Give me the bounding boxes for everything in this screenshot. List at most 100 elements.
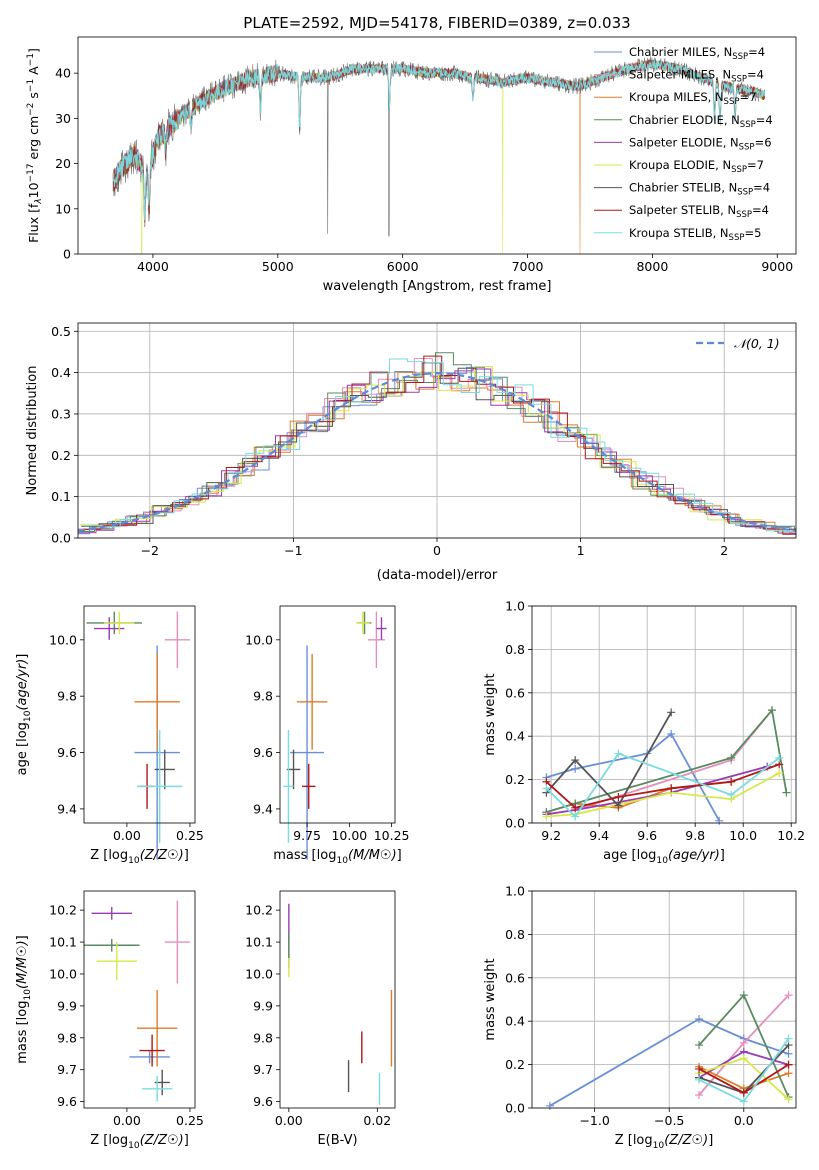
label-part: (M/M☉) — [15, 940, 30, 989]
legend-text: Salpeter MILES, N — [629, 68, 731, 82]
label-part: (M/M☉) — [348, 848, 397, 863]
label-part: age [log — [603, 848, 656, 863]
axes-spectrum: 4000 5000 6000 7000 8000 9000 0 10 20 30 40 wavelen… — [26, 36, 797, 294]
axes-mass-vs-EBV: 0.00 0.02 9.6 9.7 9.8 9.9 10.0 10.1 10.2 E(B-V) — [245, 890, 396, 1148]
y-tick-label: 10.0 — [245, 632, 273, 647]
spectrum-lines — [112, 56, 766, 254]
errorbar-point — [376, 617, 387, 640]
errorbar-point — [154, 749, 175, 790]
errorbar-point — [91, 906, 132, 920]
weight-marker — [784, 1049, 793, 1058]
label-part: ] — [15, 654, 30, 659]
y-tick-label: 0.4 — [505, 1014, 525, 1029]
errorbar-point — [356, 611, 370, 635]
weight-marker — [739, 1097, 748, 1106]
label-sub: 10 — [128, 856, 140, 866]
label-sub: 10 — [128, 1141, 140, 1151]
y-tick-label: 0.6 — [505, 970, 525, 985]
weight-marker — [775, 753, 784, 762]
weight-marker — [571, 803, 580, 812]
y-axis-label: Normed distribution — [25, 366, 40, 496]
x-tick-label: 10.2 — [777, 828, 805, 843]
x-tick-label: 5000 — [262, 259, 294, 274]
x-tick-label: −1.0 — [579, 1113, 609, 1128]
label-sup: −1 — [26, 79, 36, 92]
label-part: s — [26, 92, 41, 103]
errorbar-points — [288, 903, 393, 1105]
label-part: (Z/Z☉) — [140, 848, 184, 863]
legend-sub: SSP — [740, 120, 756, 130]
label-part: A — [26, 66, 41, 79]
x-axis-label: Z [log10(Z/Z☉)] — [90, 1133, 189, 1151]
x-tick-label: 0.25 — [176, 1113, 204, 1128]
y-tick-label: 0.6 — [505, 685, 525, 700]
x-axis-label: Z [log10(Z/Z☉)] — [615, 1133, 714, 1151]
legend-label: Salpeter ELODIE, NSSP=6 — [629, 135, 772, 152]
weight-marker — [571, 764, 580, 773]
y-tick-label: 9.6 — [253, 745, 273, 760]
x-tick-label: 4000 — [137, 259, 169, 274]
legend-text: Kroupa ELODIE, N — [629, 158, 731, 172]
x-tick-label: 0.0 — [734, 1113, 754, 1128]
y-axis-label: Flux [fλ10−17 erg cm−2 s−1 A−1] — [26, 48, 44, 243]
axes-weight-vs-Z: −1.0 −0.5 0.0 0.0 0.2 0.4 0.6 0.8 1.0 Z [log10(Z/… — [483, 884, 797, 1151]
axes-age-vs-Z: 0.00 0.259.49.69.810.0Z [log10(Z/Z☉)]age … — [15, 605, 204, 866]
y-tick-label: 9.8 — [57, 1030, 77, 1045]
x-tick-label: 9.2 — [541, 828, 561, 843]
weight-marker — [667, 784, 676, 793]
legend-text: Salpeter STELIB, N — [629, 203, 736, 217]
x-tick-label: −2 — [141, 543, 159, 558]
x-tick-label: 9.75 — [293, 828, 321, 843]
y-tick-label: 9.6 — [253, 1094, 273, 1109]
normal-reference-curve — [78, 371, 796, 532]
weight-marker — [727, 777, 736, 786]
errorbar-point — [139, 1034, 165, 1067]
y-tick-label: 30 — [55, 111, 71, 126]
weight-marker — [782, 788, 791, 797]
weight-line-4 — [546, 765, 768, 816]
y-tick-label: 0.0 — [505, 816, 525, 831]
x-tick-label: 7000 — [512, 259, 544, 274]
label-sub: 10 — [23, 710, 33, 722]
weight-marker — [571, 756, 580, 765]
histogram-series-3 — [78, 352, 796, 532]
errorbar-point — [104, 611, 135, 635]
y-tick-label: 0.4 — [51, 365, 71, 380]
legend-label: Chabrier STELIB, NSSP=4 — [629, 181, 770, 198]
y-tick-label: 0.1 — [51, 489, 71, 504]
x-axis-label: E(B-V) — [317, 1133, 357, 1148]
legend-text: Salpeter ELODIE, N — [629, 135, 739, 149]
weight-series — [545, 991, 793, 1110]
label-part: erg cm — [26, 116, 41, 164]
weight-marker — [667, 708, 676, 717]
label-part: ] — [708, 1133, 713, 1148]
x-tick-label: 9000 — [761, 259, 793, 274]
y-tick-label: 9.7 — [253, 1062, 273, 1077]
y-tick-label: 9.4 — [253, 801, 273, 816]
y-tick-label: 0.0 — [505, 1101, 525, 1116]
label-part: ] — [26, 48, 41, 53]
plot-frame — [279, 890, 396, 1109]
errorbar-point — [136, 989, 178, 1067]
y-tick-label: 0 — [63, 247, 71, 262]
x-tick-label: 6000 — [387, 259, 419, 274]
errorbar-point — [283, 730, 294, 843]
label-sub: 10 — [23, 989, 33, 1001]
weight-marker — [739, 991, 748, 1000]
legend-text: Kroupa MILES, N — [629, 90, 724, 104]
legend-sub: SSP — [731, 75, 747, 85]
y-tick-label: 1.0 — [505, 599, 525, 614]
plots-layer: 4000 5000 6000 7000 8000 9000010203040wavelen… — [15, 36, 805, 1151]
weight-marker — [614, 801, 623, 810]
y-tick-label: 9.6 — [57, 1094, 77, 1109]
errorbar-points — [283, 611, 387, 860]
x-tick-label: 0.00 — [275, 1113, 303, 1128]
spectrum-series-8 — [112, 59, 766, 221]
errorbar-point — [129, 1050, 170, 1064]
y-tick-label: 10 — [55, 201, 71, 216]
weight-marker — [571, 812, 580, 821]
y-tick-label: 10.0 — [49, 966, 77, 981]
legend-label: Kroupa ELODIE, NSSP=7 — [629, 158, 764, 175]
